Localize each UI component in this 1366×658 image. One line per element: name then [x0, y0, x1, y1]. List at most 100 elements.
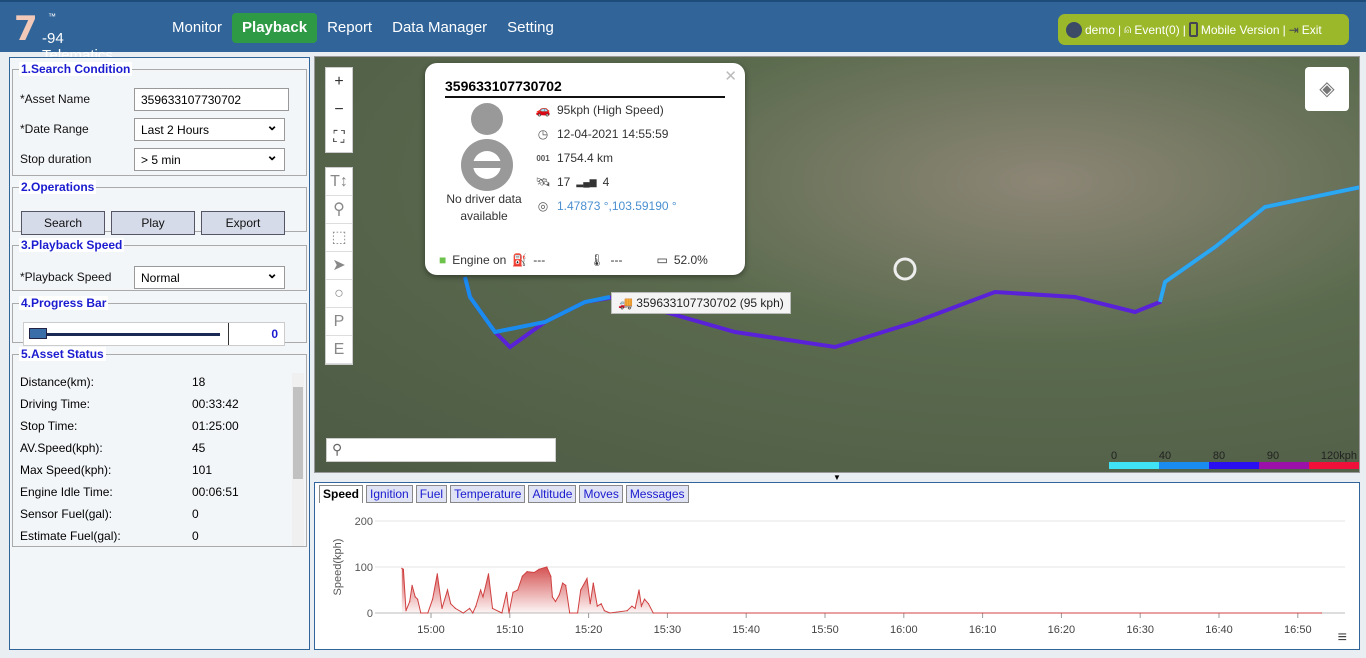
status-key: Estimate Fuel(gal): [20, 529, 121, 543]
speed-point [640, 605, 642, 607]
speed-point [446, 589, 449, 591]
satellite-icon: 🛰 [535, 175, 551, 189]
zoom-out-button[interactable]: − [334, 101, 344, 118]
progress-slider[interactable]: 0 [23, 322, 285, 346]
speed-line [401, 566, 1322, 615]
speed-point [538, 568, 540, 570]
stop-duration-label: Stop duration [20, 152, 92, 166]
nav-data-manager[interactable]: Data Manager [392, 19, 488, 36]
speed-point [609, 612, 611, 614]
landmark-marker [893, 257, 917, 281]
scale-segment [1159, 462, 1209, 469]
y-tick-label: 200 [355, 516, 373, 528]
nav-monitor[interactable]: Monitor [172, 19, 223, 36]
speed-point [431, 598, 434, 600]
speed-point [596, 605, 598, 607]
status-key: Engine Idle Time: [20, 485, 113, 499]
odometer-value: 1754.4 km [557, 151, 614, 165]
map-search-input[interactable]: ⚲ [326, 438, 556, 462]
mobile-version-link[interactable]: Mobile Version [1200, 22, 1280, 37]
speed-point [475, 605, 477, 607]
playback-speed-section: 3.Playback Speed *Playback Speed Normal [12, 238, 307, 291]
speed-point [600, 603, 602, 605]
tab-ignition[interactable]: Ignition [366, 485, 413, 503]
marker-tool-icon[interactable]: ⚲ [326, 196, 352, 224]
nav-playback[interactable]: Playback [232, 13, 318, 43]
speed-point [469, 607, 471, 609]
status-row: Max Speed(kph): 101 [20, 463, 290, 477]
close-icon[interactable]: ✕ [724, 68, 737, 85]
layers-button[interactable]: ◈ [1305, 67, 1349, 111]
play-button[interactable]: Play [111, 211, 195, 235]
status-scrollbar[interactable] [292, 373, 304, 546]
playback-speed-select[interactable]: Normal [134, 265, 285, 289]
y-tick-label: 0 [367, 608, 373, 620]
fullscreen-button[interactable]: ⛶ [333, 129, 345, 146]
scale-label: 40 [1158, 450, 1172, 462]
stop-duration-select[interactable]: > 5 min [134, 147, 285, 171]
status-row: Distance(km): 18 [20, 375, 290, 389]
nav-report[interactable]: Report [327, 19, 373, 36]
speed-point [427, 612, 429, 614]
slider-handle[interactable] [29, 328, 47, 339]
speed-point [417, 598, 419, 600]
date-range-select[interactable]: Last 2 Hours [134, 117, 285, 141]
speed-point [480, 589, 482, 591]
section-title: 1.Search Condition [19, 62, 133, 76]
status-key: AV.Speed(kph): [20, 441, 103, 455]
tab-moves[interactable]: Moves [579, 485, 623, 503]
event-link[interactable]: Event(0) [1134, 22, 1180, 37]
tab-temperature[interactable]: Temperature [450, 485, 526, 503]
speed-point [554, 600, 557, 603]
scale-segment [1109, 462, 1159, 469]
section-title: 3.Playback Speed [19, 238, 125, 252]
speed-point [441, 607, 443, 609]
scale-label: 90 [1266, 450, 1280, 462]
tab-altitude[interactable]: Altitude [528, 485, 577, 503]
status-row: Driving Time: 00:33:42 [20, 397, 290, 411]
speed-point [420, 612, 422, 614]
speed-point [565, 584, 567, 586]
tab-messages[interactable]: Messages [625, 485, 689, 503]
status-value: 0 [192, 529, 199, 543]
status-row: Stop Time: 01:25:00 [20, 419, 290, 433]
asset-name-label: *Asset Name [20, 92, 91, 106]
car-icon: 🚗 [535, 103, 551, 117]
x-tick-label: 15:40 [732, 624, 760, 636]
search-button[interactable]: Search [21, 211, 105, 235]
speed-point [561, 582, 564, 584]
nav-setting[interactable]: Setting [507, 19, 554, 36]
collapse-handle[interactable]: ▼ [833, 473, 841, 482]
user-link[interactable]: demo [1085, 22, 1116, 37]
circle-tool-icon[interactable]: ○ [326, 280, 352, 308]
speed-point [450, 603, 452, 605]
status-value: 00:33:42 [192, 397, 239, 411]
vehicle-tooltip[interactable]: 🚚 359633107730702 (95 kph) [611, 292, 791, 314]
vehicle-info-popup: ✕ 359633107730702 No driver data availab… [425, 63, 745, 275]
x-tick-label: 16:00 [890, 624, 918, 636]
section-title: 4.Progress Bar [19, 296, 109, 310]
temperature-value: --- [610, 253, 623, 267]
zoom-in-button[interactable]: + [334, 73, 344, 90]
map-view[interactable]: + − ⛶ T↕ ⚲ ⬚ ➤ ○ P E ✕ 359633107730702 N… [314, 56, 1360, 473]
arrow-tool-icon[interactable]: ➤ [326, 252, 352, 280]
chart-panel: Speed Ignition Fuel Temperature Altitude Move… [314, 482, 1360, 650]
exit-link[interactable]: Exit [1301, 22, 1322, 37]
compass-icon: ◎ [537, 199, 549, 213]
parking-tool-icon[interactable]: P [326, 308, 352, 336]
rectangle-tool-icon[interactable]: ⬚ [326, 224, 352, 252]
tab-speed[interactable]: Speed [319, 485, 364, 503]
asset-name-input[interactable]: 359633107730702 [134, 88, 289, 111]
speed-point [550, 575, 552, 577]
battery-icon: ▭ [656, 253, 668, 267]
chart-tabs: Speed Ignition Fuel Temperature Altitude Move… [319, 485, 689, 503]
speed-point [626, 610, 628, 612]
tab-fuel[interactable]: Fuel [415, 485, 448, 503]
measure-tool-icon[interactable]: T↕ [326, 168, 352, 196]
export-button[interactable]: Export [201, 211, 285, 235]
coords-value: 1.47873 °,103.59190 ° [557, 199, 677, 213]
menu-icon[interactable]: ≡ [1337, 629, 1347, 646]
speed-value: 95kph (High Speed) [557, 103, 664, 117]
fuel-icon: ⛽ [512, 253, 528, 267]
event-tool-icon[interactable]: E [326, 336, 352, 364]
